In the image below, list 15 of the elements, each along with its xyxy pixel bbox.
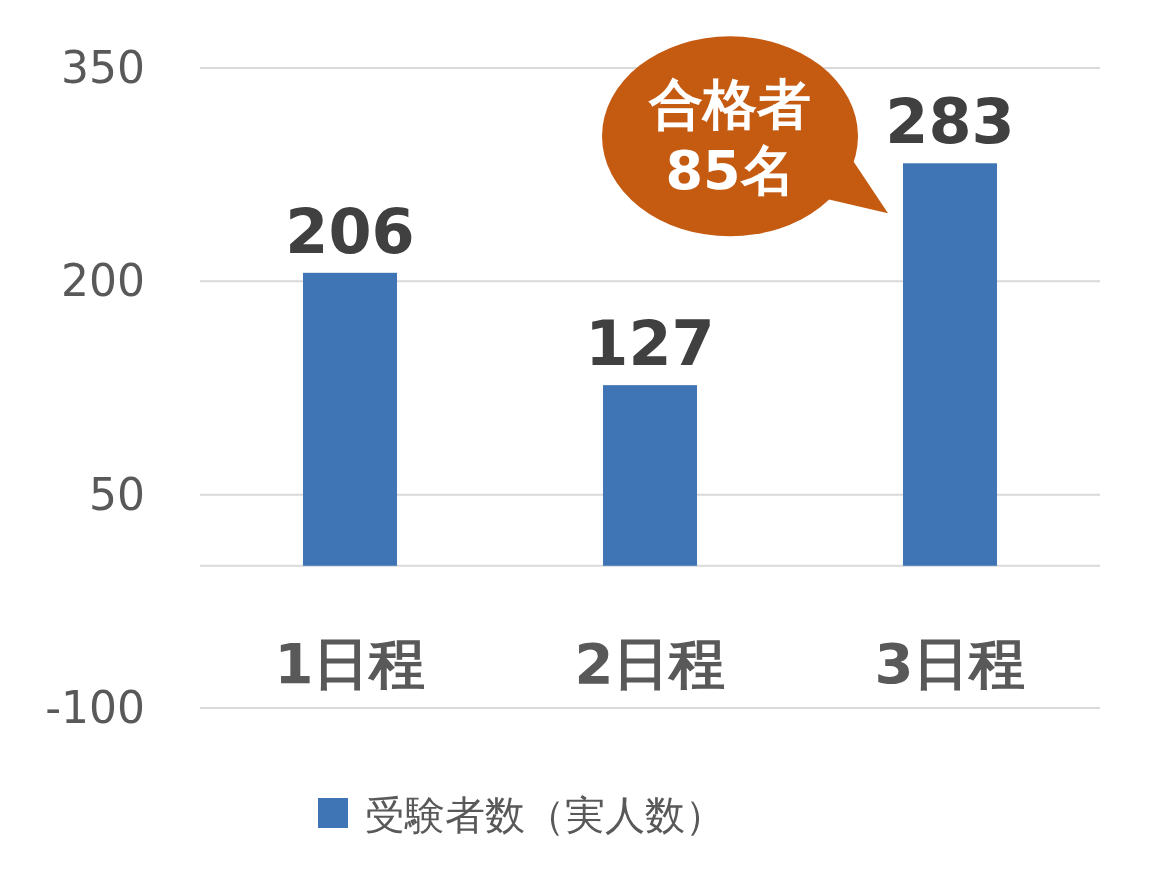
annotation: 合格者 85名: [648, 73, 811, 203]
x-tick-label: 3日程: [874, 631, 1026, 696]
bar: [903, 163, 997, 566]
data-label: 127: [585, 307, 715, 381]
data-label: 206: [285, 194, 415, 268]
bar: [603, 385, 697, 566]
y-tick-label: 350: [61, 42, 145, 93]
y-tick-label: 50: [89, 468, 145, 520]
data-label: 283: [885, 85, 1015, 159]
bar: [303, 272, 397, 566]
y-tick-label: -100: [45, 682, 145, 733]
x-tick-label: 1日程: [274, 631, 426, 696]
legend-label: 受験者数（実人数）: [365, 792, 725, 838]
y-tick-label: 200: [61, 255, 145, 307]
x-tick-label: 2日程: [574, 631, 726, 696]
